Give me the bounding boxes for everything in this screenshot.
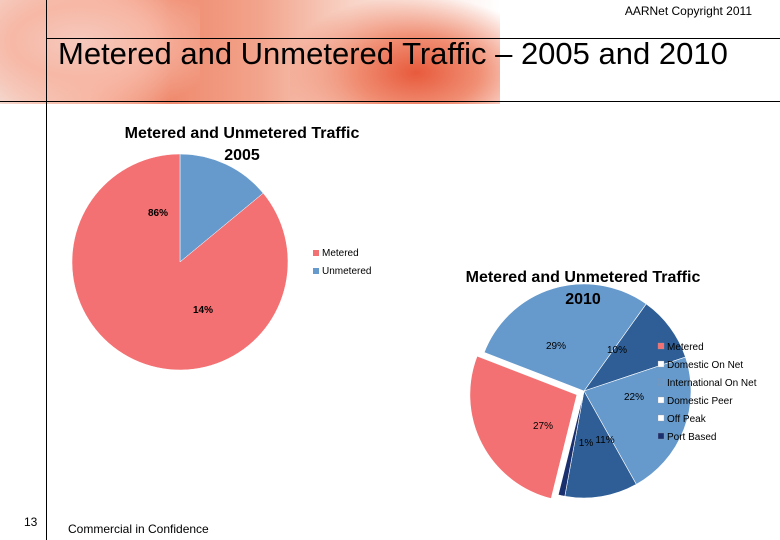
pie-slice-domestic-on-net: [483, 283, 647, 392]
page-number: 13: [24, 515, 38, 529]
data-label-international-on-net: 27%: [533, 421, 553, 432]
header-banner-glow-right: [290, 0, 500, 104]
legend-swatch-domestic-on-net: [657, 360, 665, 368]
legend-item-domestic-on-net: Domestic On Net: [667, 360, 743, 371]
chart-title-line: 2010: [565, 291, 601, 308]
top-rule: [46, 38, 780, 39]
legend-item-international-on-net: International On Net: [667, 378, 757, 389]
legend-swatch-metered: [313, 250, 319, 256]
legend-item-metered: Metered: [667, 342, 704, 353]
header-banner-glow-left: [0, 0, 200, 104]
legend-item-off-peak: Off Peak: [667, 414, 707, 425]
data-label-port-based: 22%: [624, 392, 644, 403]
pie-slice-metered: [71, 153, 289, 371]
legend-swatch-international-on-net: [657, 378, 665, 386]
chart-title-line: 2005: [224, 147, 260, 164]
legend-item-metered: Metered: [322, 248, 359, 259]
slide-title: Metered and Unmetered Traffic – 2005 and…: [58, 36, 728, 71]
data-label-domestic-on-net: 29%: [546, 341, 566, 352]
pie-slice-port-based: [583, 356, 692, 485]
legend-swatch-domestic-peer: [657, 396, 665, 404]
chart-title-line: Metered and Unmetered Traffic: [466, 269, 701, 286]
data-label-metered: 86%: [148, 208, 168, 219]
legend-swatch-metered: [657, 342, 665, 350]
title-rule: [0, 101, 780, 102]
data-label-off-peak: 11%: [595, 435, 614, 446]
pie-slice-domestic-peer: [557, 390, 585, 497]
legend-swatch-off-peak: [657, 414, 665, 422]
footer-confidentiality: Commercial in Confidence: [68, 522, 209, 536]
copyright-notice: AARNet Copyright 2011: [624, 4, 752, 18]
vertical-rule: [46, 0, 47, 540]
data-label-unmetered: 14%: [193, 305, 213, 316]
pie-slice-off-peak: [564, 390, 637, 499]
legend-item-unmetered: Unmetered: [322, 266, 371, 277]
legend-item-domestic-peer: Domestic Peer: [667, 396, 733, 407]
pie-slice-international-on-net: [469, 355, 578, 499]
pie-slice-unmetered: [179, 153, 264, 263]
legend-swatch-unmetered: [313, 268, 319, 274]
legend-item-port-based: Port Based: [667, 432, 716, 443]
legend-swatch-port-based: [657, 432, 665, 440]
data-label-metered: 10%: [607, 345, 627, 356]
chart-title-line: Metered and Unmetered Traffic: [125, 125, 360, 142]
data-label-domestic-peer: 1%: [579, 438, 594, 449]
